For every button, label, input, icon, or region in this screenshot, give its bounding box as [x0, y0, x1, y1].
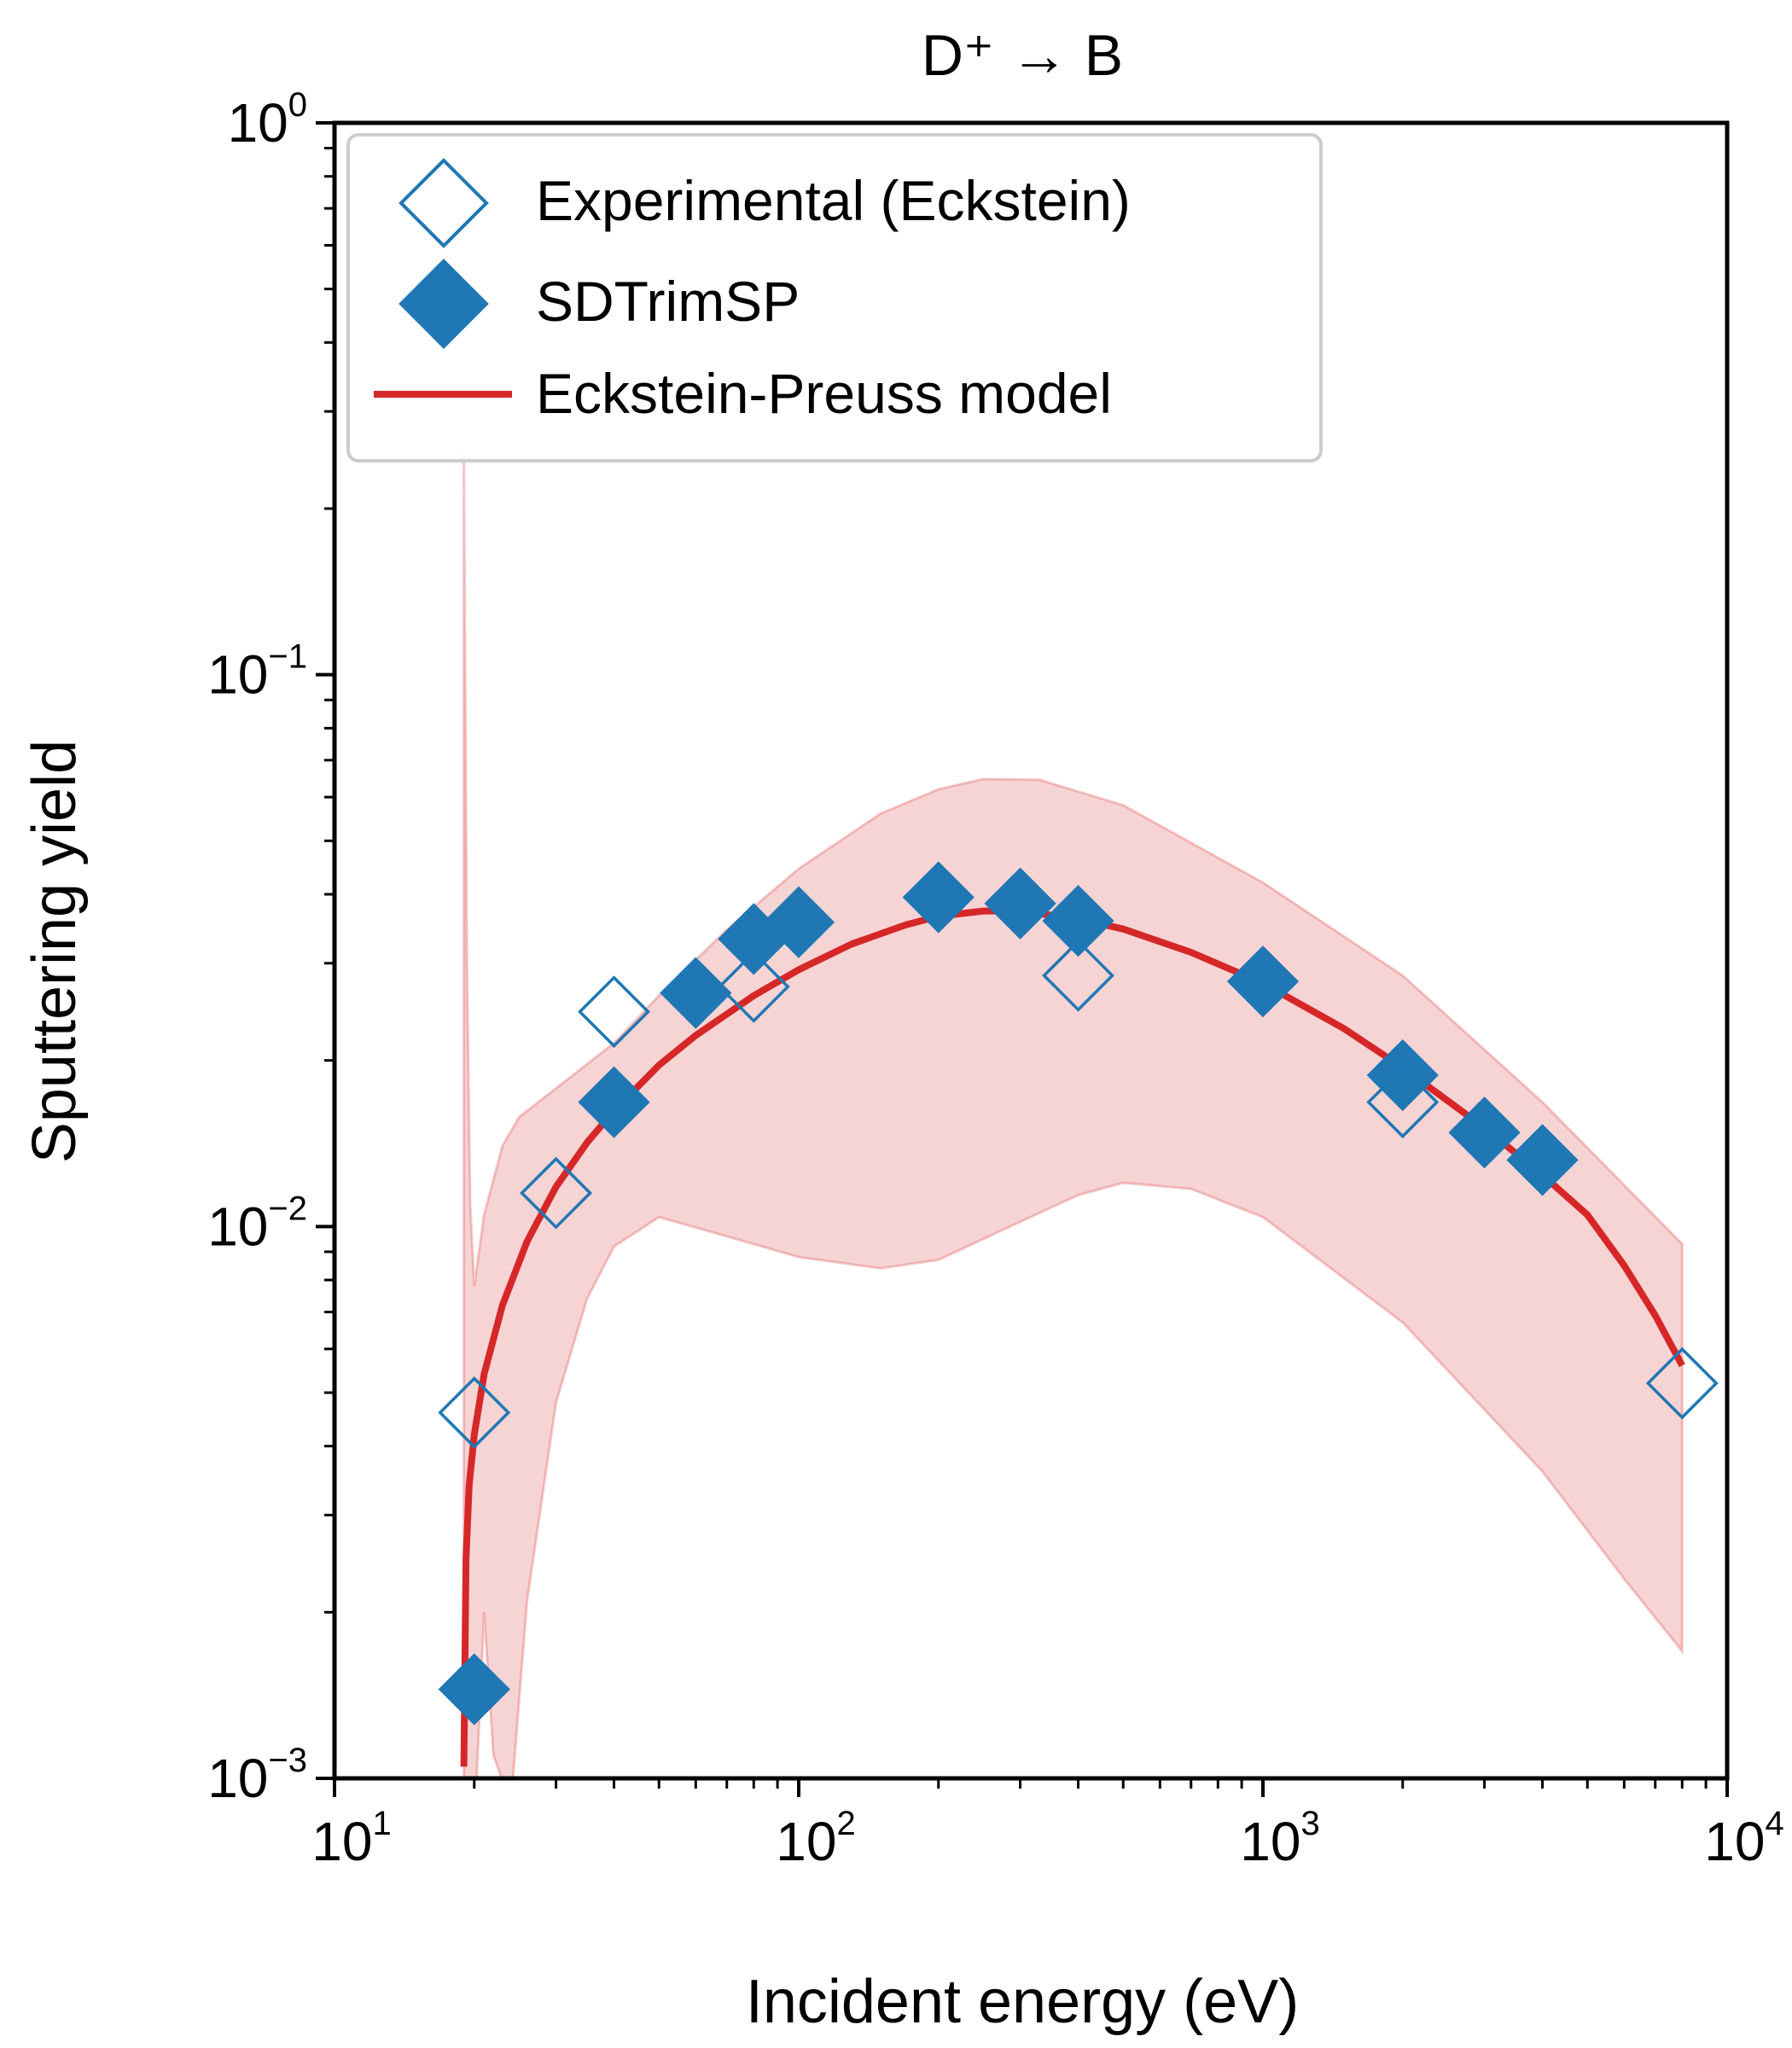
marker-layer: [438, 861, 1719, 1725]
y-tick-label: 10−2: [207, 1190, 307, 1257]
sdtrimsp-point: [1226, 945, 1300, 1018]
x-tick-label: 103: [1240, 1805, 1319, 1872]
sdtrimsp-point: [1366, 1039, 1439, 1112]
chart-title: D⁺ → B: [922, 23, 1123, 88]
y-tick-label: 100: [228, 86, 307, 154]
legend-label-sdtrimsp: SDTrimSP: [536, 270, 800, 333]
x-tick-label: 102: [776, 1805, 855, 1872]
sdtrimsp-point: [762, 886, 835, 958]
experimental-point: [1645, 1347, 1719, 1420]
experimental-point: [1366, 1066, 1440, 1139]
sdtrimsp-point: [902, 861, 975, 934]
experimental-point: [520, 1156, 593, 1230]
legend: Experimental (Eckstein) SDTrimSP Eckstei…: [346, 133, 1323, 463]
sdtrimsp-point: [578, 1066, 650, 1138]
legend-label-model: Eckstein-Preuss model: [536, 362, 1112, 425]
axis-ticks: [316, 121, 1729, 1797]
legend-open-diamond-marker: [399, 158, 489, 248]
experimental-point: [1042, 939, 1114, 1012]
uncertainty-band: [463, 455, 1684, 1778]
sdtrimsp-point: [1506, 1124, 1579, 1196]
experimental-point: [578, 975, 650, 1049]
experimental-point: [717, 950, 790, 1023]
sdtrimsp-point: [438, 1653, 510, 1725]
sdtrimsp-point: [984, 867, 1056, 940]
y-tick-label: 10−1: [207, 638, 307, 706]
x-axis-label: Incident energy (eV): [746, 1968, 1299, 2036]
x-tick-label: 104: [1704, 1805, 1783, 1872]
y-tick-label: 10−3: [207, 1742, 307, 1809]
plot-frame: [332, 120, 1730, 1781]
legend-label-experimental: Experimental (Eckstein): [536, 169, 1131, 232]
sdtrimsp-point: [660, 957, 732, 1029]
x-tick-label: 101: [311, 1805, 391, 1872]
sdtrimsp-point: [1042, 885, 1114, 957]
legend-box: [346, 133, 1323, 463]
uncertainty-band-layer: [463, 455, 1684, 1778]
axis-tick-labels: 101 102 103 104 10−3 10−2 10−1 100: [207, 86, 1784, 1872]
legend-filled-diamond-marker: [399, 259, 489, 349]
experimental-point: [438, 1376, 511, 1449]
y-axis-label: Sputtering yield: [20, 740, 89, 1163]
sdtrimsp-point: [1448, 1097, 1521, 1169]
